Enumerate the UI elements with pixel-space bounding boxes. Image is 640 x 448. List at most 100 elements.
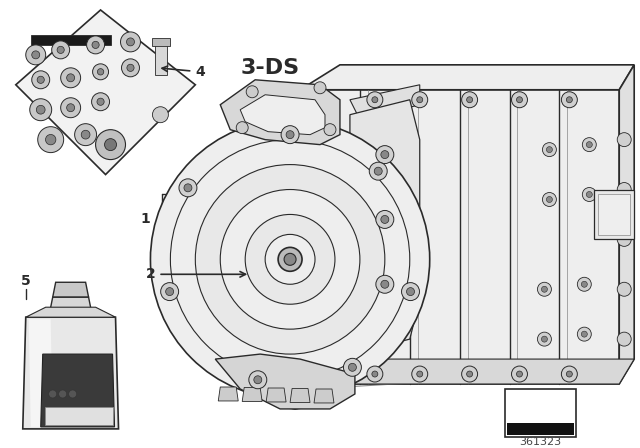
Circle shape [541,336,547,342]
Circle shape [61,68,81,88]
Text: 3-DS: 3-DS [240,58,300,78]
Circle shape [372,97,378,103]
Polygon shape [220,80,340,145]
Circle shape [538,282,552,296]
Circle shape [417,371,423,377]
Polygon shape [350,85,420,120]
Circle shape [401,283,419,301]
Circle shape [376,211,394,228]
Text: 1: 1 [141,212,150,226]
Polygon shape [300,90,620,384]
Polygon shape [350,100,420,354]
Circle shape [286,131,294,138]
Circle shape [376,146,394,164]
Circle shape [57,46,64,53]
Circle shape [68,390,77,398]
Circle shape [461,92,477,108]
Circle shape [37,76,44,83]
Circle shape [92,93,109,111]
Bar [31,35,111,45]
Circle shape [281,126,299,144]
Circle shape [406,288,415,296]
Polygon shape [26,307,116,317]
Polygon shape [215,354,355,409]
Circle shape [617,133,631,146]
Polygon shape [266,388,286,402]
Circle shape [97,69,104,75]
Circle shape [372,371,378,377]
Circle shape [617,182,631,197]
Circle shape [32,71,50,89]
Circle shape [236,122,248,134]
Circle shape [127,64,134,71]
Polygon shape [300,359,634,384]
Circle shape [284,254,296,265]
Circle shape [67,74,75,82]
Circle shape [543,193,556,207]
Circle shape [61,98,81,118]
Polygon shape [23,317,118,429]
Circle shape [86,36,104,54]
Circle shape [152,107,168,123]
Circle shape [220,190,360,329]
Circle shape [374,167,382,175]
Circle shape [75,124,97,146]
Circle shape [417,97,423,103]
Circle shape [324,124,336,136]
Circle shape [543,142,556,157]
Polygon shape [16,10,195,175]
Circle shape [122,59,140,77]
Circle shape [381,280,389,288]
Polygon shape [300,65,634,90]
Circle shape [577,327,591,341]
Circle shape [547,146,552,153]
Circle shape [26,45,45,65]
Circle shape [541,286,547,292]
Circle shape [566,97,572,103]
Circle shape [254,376,262,384]
Circle shape [97,98,104,105]
Circle shape [29,99,52,121]
Circle shape [36,105,45,114]
Circle shape [467,97,472,103]
Circle shape [150,120,429,399]
Circle shape [127,38,134,46]
Bar [504,389,577,437]
Polygon shape [314,389,334,403]
Circle shape [586,142,592,148]
Polygon shape [236,100,355,409]
Circle shape [582,188,596,202]
Circle shape [348,363,356,371]
Polygon shape [240,95,325,135]
Circle shape [67,104,75,112]
Circle shape [381,215,389,224]
Circle shape [581,331,588,337]
Circle shape [586,191,592,198]
Polygon shape [52,282,88,297]
Polygon shape [41,354,115,427]
Circle shape [166,288,173,296]
Circle shape [369,162,387,180]
Polygon shape [290,388,310,402]
Circle shape [314,82,326,94]
Circle shape [95,129,125,159]
Text: 5: 5 [21,274,31,288]
Bar [598,194,630,235]
Circle shape [170,140,410,379]
Polygon shape [49,297,93,317]
Bar [506,423,574,435]
Circle shape [49,390,57,398]
Circle shape [246,86,258,98]
Circle shape [367,366,383,382]
Circle shape [538,332,552,346]
Circle shape [93,64,109,80]
Circle shape [92,41,99,48]
Circle shape [278,247,302,271]
Circle shape [161,283,179,301]
Circle shape [511,92,527,108]
Circle shape [461,366,477,382]
Circle shape [52,41,70,59]
Bar [156,40,168,75]
Circle shape [120,32,140,52]
Polygon shape [242,388,262,401]
